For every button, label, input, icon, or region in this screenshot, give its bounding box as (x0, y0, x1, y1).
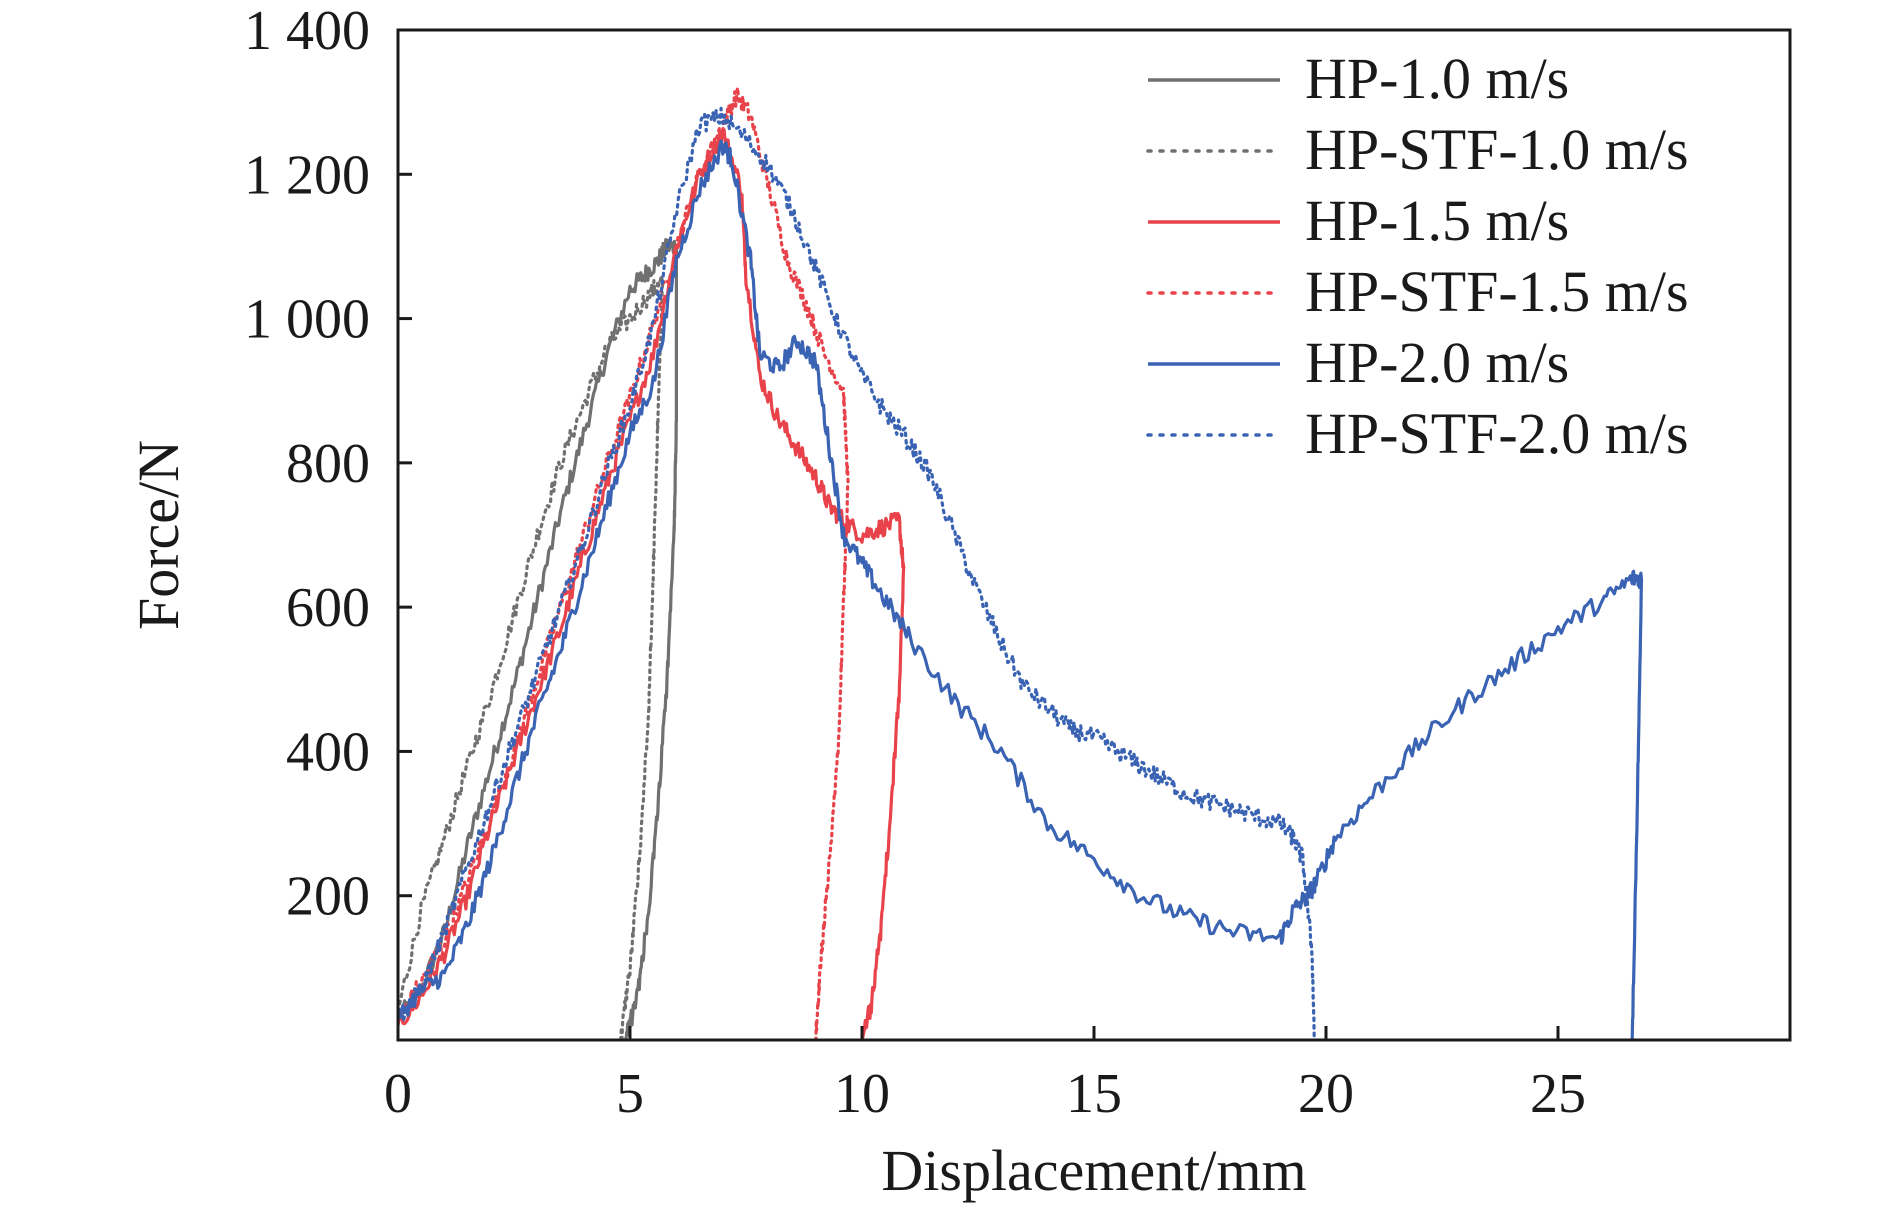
x-axis-label: Displacement/mm (881, 1138, 1306, 1203)
legend-item: HP-STF-1.5 m/s (1146, 259, 1689, 324)
legend-item: HP-STF-2.0 m/s (1146, 401, 1689, 466)
x-tick-label: 5 (616, 1063, 644, 1125)
legend-label: HP-2.0 m/s (1305, 330, 1569, 395)
y-axis: 200 400 600 800 1 000 1 200 1 400 (244, 0, 412, 928)
series-line-hp-stf-1-0-m-s (398, 273, 665, 1040)
x-tick-label: 15 (1066, 1063, 1122, 1125)
y-tick-label: 1 400 (244, 0, 370, 62)
series-line-hp-2-0-m-s (398, 139, 1644, 1040)
series-line-hp-stf-2-0-m-s (398, 106, 1316, 1040)
x-tick-label: 10 (834, 1063, 890, 1125)
series-layer (398, 86, 1644, 1040)
y-tick-label: 800 (286, 433, 370, 495)
legend-item: HP-1.5 m/s (1148, 188, 1569, 253)
x-tick-label: 25 (1530, 1063, 1586, 1125)
legend-item: HP-1.0 m/s (1148, 46, 1569, 111)
legend: HP-1.0 m/sHP-STF-1.0 m/sHP-1.5 m/sHP-STF… (1146, 46, 1689, 466)
x-tick-label: 20 (1298, 1063, 1354, 1125)
y-axis-label: Force/N (126, 440, 191, 630)
series-line-hp-stf-1-5-m-s (398, 86, 850, 1040)
legend-label: HP-STF-1.5 m/s (1305, 259, 1689, 324)
x-axis: 0 5 10 15 20 25 (384, 1026, 1586, 1125)
legend-item: HP-2.0 m/s (1148, 330, 1569, 395)
y-tick-label: 200 (286, 866, 370, 928)
legend-label: HP-STF-1.0 m/s (1305, 117, 1689, 182)
legend-label: HP-1.0 m/s (1305, 46, 1569, 111)
legend-label: HP-STF-2.0 m/s (1305, 401, 1689, 466)
y-tick-label: 400 (286, 721, 370, 783)
x-tick-label: 0 (384, 1063, 412, 1125)
y-tick-label: 1 200 (244, 144, 370, 206)
series-line-hp-1-0-m-s (398, 238, 678, 1040)
legend-label: HP-1.5 m/s (1305, 188, 1569, 253)
y-tick-label: 1 000 (244, 289, 370, 351)
y-tick-label: 600 (286, 577, 370, 639)
legend-item: HP-STF-1.0 m/s (1146, 117, 1689, 182)
